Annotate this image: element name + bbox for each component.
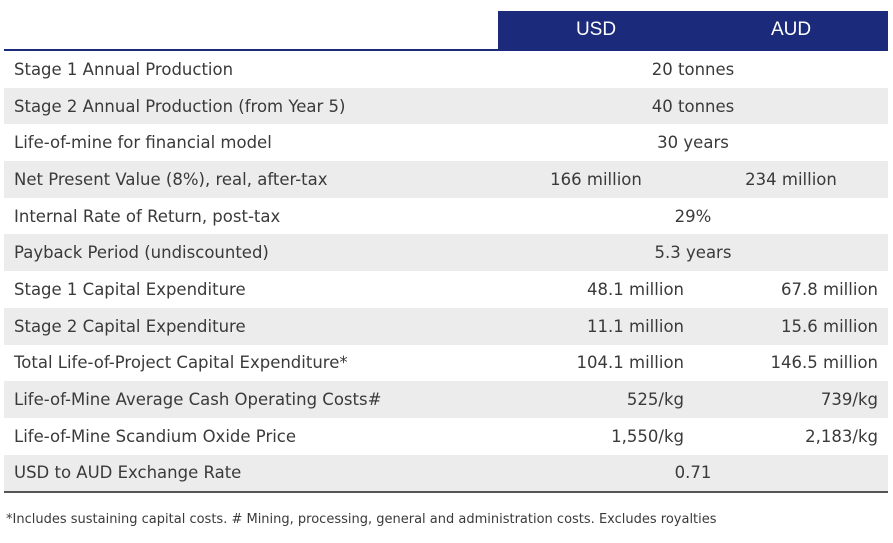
header-blank-cell: [4, 11, 498, 49]
table-row: Internal Rate of Return, post-tax 29%: [4, 198, 888, 235]
row-aud-value: 234 million: [745, 169, 837, 189]
row-aud-value: 2,183/kg: [805, 426, 878, 446]
row-value: 5.3 years: [654, 243, 732, 263]
header-aud: AUD: [694, 11, 888, 49]
row-label: Payback Period (undiscounted): [14, 243, 269, 263]
row-label: Internal Rate of Return, post-tax: [14, 206, 281, 226]
row-label: Total Life-of-Project Capital Expenditur…: [14, 353, 348, 373]
table-row: Life-of-mine for financial model 30 year…: [4, 124, 888, 161]
row-aud-value: 15.6 million: [781, 316, 878, 336]
row-aud-value: 67.8 million: [781, 279, 878, 299]
row-label: Stage 1 Capital Expenditure: [14, 279, 246, 299]
row-usd-value: 1,550/kg: [611, 426, 684, 446]
row-usd-value: 104.1 million: [576, 353, 684, 373]
row-label: USD to AUD Exchange Rate: [14, 463, 242, 483]
row-usd-value: 525/kg: [626, 390, 684, 410]
row-value: 40 tonnes: [651, 96, 735, 116]
table-row: Net Present Value (8%), real, after-tax …: [4, 161, 888, 198]
table-row: Life-of-Mine Scandium Oxide Price 1,550/…: [4, 418, 888, 455]
table-row: Life-of-Mine Average Cash Operating Cost…: [4, 381, 888, 418]
table-header: USD AUD: [4, 11, 888, 51]
row-value: 30 years: [657, 133, 729, 153]
header-usd: USD: [498, 11, 694, 49]
row-label: Life-of-mine for financial model: [14, 133, 272, 153]
table-row: Stage 2 Annual Production (from Year 5) …: [4, 87, 888, 125]
row-label: Net Present Value (8%), real, after-tax: [14, 169, 328, 189]
table-row: Stage 2 Capital Expenditure 11.1 million…: [4, 307, 888, 345]
row-usd-value: 48.1 million: [587, 279, 684, 299]
row-label: Life-of-Mine Scandium Oxide Price: [14, 426, 297, 446]
financial-summary-table: USD AUD Stage 1 Annual Production 20 ton…: [4, 11, 888, 494]
row-value: 20 tonnes: [651, 59, 735, 79]
row-usd-value: 166 million: [550, 169, 642, 189]
table-row: Payback Period (undiscounted) 5.3 years: [4, 234, 888, 272]
row-value: 0.71: [674, 463, 712, 483]
footnote: *Includes sustaining capital costs. # Mi…: [6, 512, 717, 527]
row-usd-value: 11.1 million: [587, 316, 684, 336]
row-aud-value: 146.5 million: [770, 353, 878, 373]
row-label: Stage 1 Annual Production: [14, 59, 234, 79]
table-row: USD to AUD Exchange Rate 0.71: [4, 454, 888, 494]
row-value: 29%: [674, 206, 712, 226]
table-row: Stage 1 Capital Expenditure 48.1 million…: [4, 271, 888, 308]
row-label: Stage 2 Annual Production (from Year 5): [14, 96, 346, 116]
row-aud-value: 739/kg: [820, 390, 878, 410]
table-row: Total Life-of-Project Capital Expenditur…: [4, 345, 888, 382]
row-label: Life-of-Mine Average Cash Operating Cost…: [14, 390, 382, 410]
row-label: Stage 2 Capital Expenditure: [14, 316, 246, 336]
table-row: Stage 1 Annual Production 20 tonnes: [4, 51, 888, 88]
